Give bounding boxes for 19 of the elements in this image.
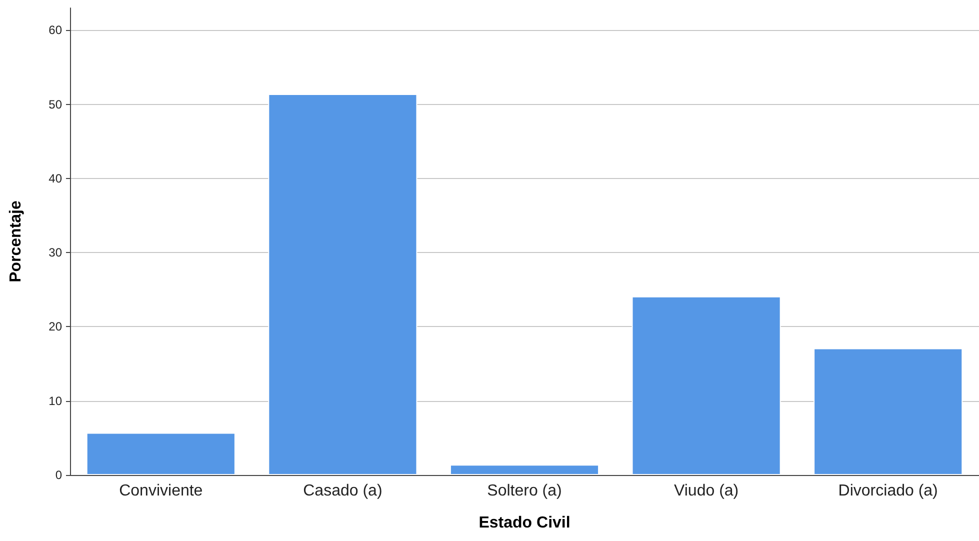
y-tick-label: 60 (48, 23, 62, 38)
x-tick-label: Casado (a) (303, 482, 382, 500)
bar (450, 464, 600, 475)
y-tick-label: 40 (48, 171, 62, 186)
x-tick-label: Viudo (a) (674, 482, 739, 500)
y-tick-label: 20 (48, 320, 62, 334)
y-tick-label: 10 (48, 394, 62, 408)
x-tick-label: Divorciado (a) (838, 482, 938, 500)
x-tick-label: Soltero (a) (487, 482, 562, 500)
x-axis-title: Estado Civil (478, 514, 570, 532)
bar (632, 296, 781, 475)
y-axis-title: Porcentaje (8, 200, 24, 282)
y-tick-label: 50 (48, 97, 62, 112)
bar (814, 348, 963, 475)
y-tick-label: 0 (55, 468, 62, 482)
bar (86, 432, 236, 475)
bar (268, 94, 418, 475)
y-tick-label: 30 (48, 246, 62, 260)
x-tick-label: Conviviente (119, 482, 203, 500)
